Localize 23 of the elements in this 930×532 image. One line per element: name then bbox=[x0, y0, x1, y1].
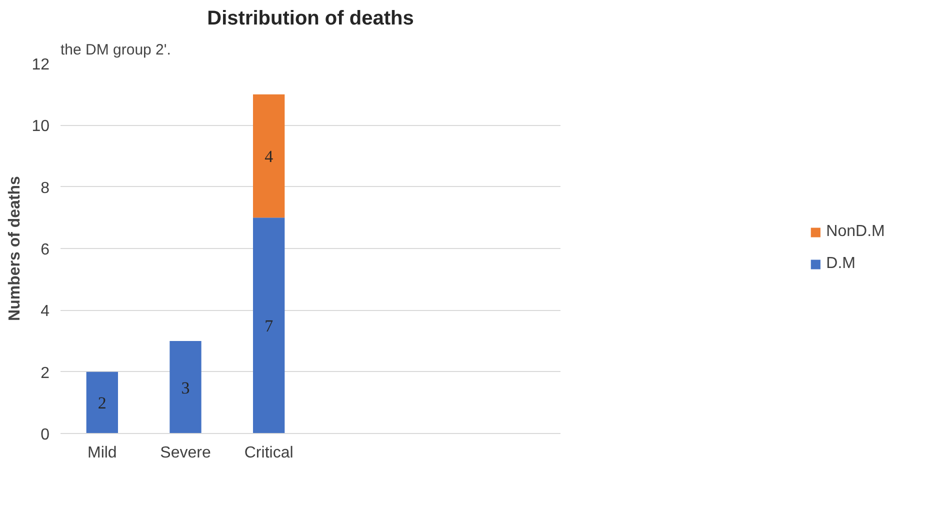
data-label: 3 bbox=[181, 378, 190, 398]
y-tick-label: 4 bbox=[40, 303, 50, 320]
chart-title: Distribution of deaths bbox=[207, 8, 414, 30]
bar bbox=[253, 94, 285, 218]
bar bbox=[170, 341, 202, 434]
data-label: 4 bbox=[264, 147, 274, 166]
text: the DM group 2'. bbox=[60, 42, 171, 58]
x-tick-label: Severe bbox=[160, 444, 211, 462]
y-tick-label: 0 bbox=[40, 426, 50, 444]
y-tick-label: 10 bbox=[32, 118, 50, 136]
bar bbox=[253, 218, 285, 434]
data-label: 7 bbox=[264, 316, 274, 336]
bar bbox=[86, 372, 118, 434]
y-tick-label: 12 bbox=[32, 56, 50, 74]
y-tick-label: 8 bbox=[40, 180, 50, 197]
legend-label: NonD.M bbox=[826, 223, 885, 241]
x-tick-label: Mild bbox=[88, 444, 117, 462]
legend-label: D.M bbox=[826, 255, 856, 273]
y-axis-title: Numbers of deaths bbox=[6, 176, 24, 321]
data-label: 2 bbox=[98, 394, 106, 413]
y-tick-label: 6 bbox=[40, 242, 50, 258]
x-tick-label: Critical bbox=[244, 444, 294, 462]
y-tick-label: 2 bbox=[40, 364, 50, 382]
